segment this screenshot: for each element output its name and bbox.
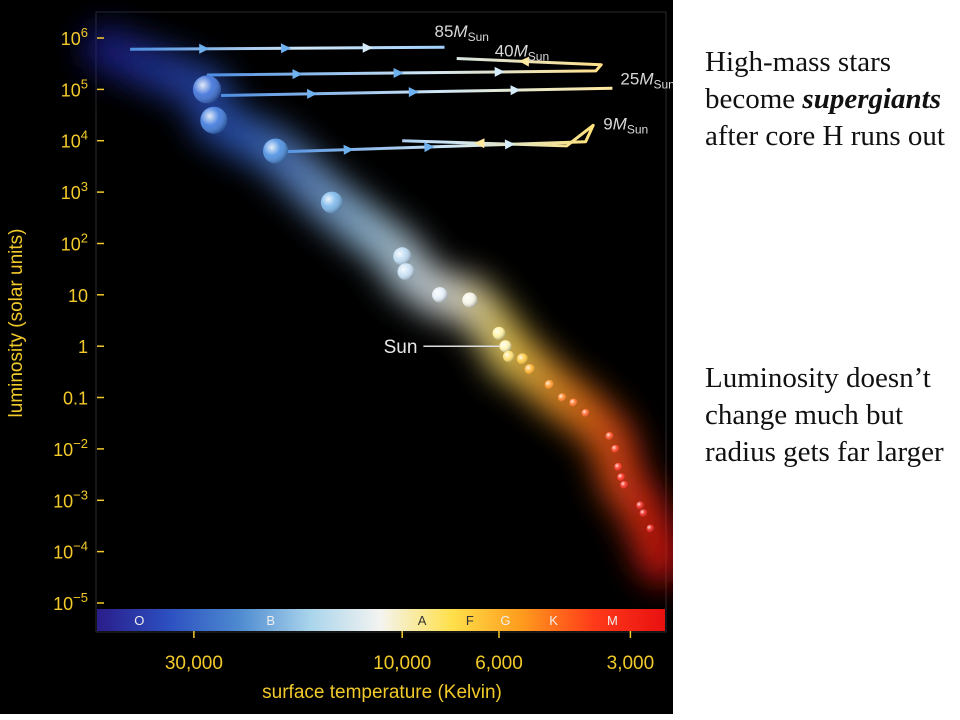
star-marker (620, 480, 629, 489)
track-arrow (343, 144, 354, 155)
track-arrow (424, 142, 435, 153)
sun-label: Sun (384, 337, 418, 358)
track-label-25: 25MSun (620, 69, 673, 91)
x-axis-label: surface temperature (Kelvin) (262, 682, 502, 703)
note-1-end: after core H runs out (705, 120, 945, 152)
y-tick-label: 103 (61, 179, 88, 203)
star-marker (397, 263, 415, 281)
star-marker (614, 462, 623, 471)
x-tick-label: 6,000 (475, 653, 523, 674)
y-tick-label: 10−4 (53, 539, 88, 563)
track-arrow (280, 43, 291, 54)
main-sequence-stars (192, 75, 655, 533)
star-marker (492, 326, 506, 340)
track-arrow (519, 56, 530, 67)
y-tick-label: 10 (68, 286, 88, 306)
spectral-class-b: B (266, 613, 275, 628)
star-marker (639, 509, 648, 518)
star-marker (557, 393, 567, 402)
y-tick-label: 1 (78, 337, 88, 357)
note-luminosity: Luminosity doesn’t change much but radiu… (705, 362, 944, 468)
track-arrow (494, 66, 505, 77)
hr-diagram: Sun 85MSun 40MSun 25MSun 9MSun O B A F G K M 106 1… (6, 11, 674, 703)
track-9-msun (275, 123, 595, 155)
x-tick-label: 10,000 (373, 653, 431, 674)
evolution-tracks (130, 42, 613, 155)
track-label-85: 85MSun (435, 22, 489, 44)
spectral-class-m: M (607, 613, 618, 628)
track-arrow (408, 87, 419, 98)
track-arrow (292, 69, 303, 80)
star-marker (605, 432, 614, 441)
star-marker (503, 350, 515, 363)
hr-diagram-panel: Sun 85MSun 40MSun 25MSun 9MSun O B A F G K M 106 1… (0, 0, 673, 714)
spectral-class-f: F (466, 613, 474, 628)
x-tick-label: 3,000 (607, 653, 655, 674)
spectral-class-g: G (500, 613, 510, 628)
y-tick-label: 10−2 (53, 436, 88, 460)
track-40-msun (206, 56, 603, 80)
star-marker (569, 398, 578, 407)
note-supergiants: High-mass stars become supergiants after… (705, 44, 945, 155)
star-marker (636, 501, 645, 510)
y-tick-label: 0.1 (63, 389, 88, 409)
note-1-emphasis: supergiants (802, 83, 942, 115)
star-marker (432, 287, 448, 303)
y-axis-label: luminosity (solar units) (6, 229, 27, 418)
star-marker (516, 353, 529, 365)
track-arrow (510, 85, 521, 96)
star-marker (320, 191, 343, 214)
track-arrow (474, 138, 485, 149)
star-marker (581, 409, 590, 417)
star-marker (462, 292, 478, 308)
star-marker (611, 444, 620, 453)
spectral-class-o: O (134, 613, 144, 628)
x-axis-ticks: 30,000 10,000 6,000 3,000 (165, 631, 654, 674)
star-marker (499, 340, 512, 353)
spectral-class-k: K (549, 613, 558, 628)
x-tick-label: 30,000 (165, 653, 223, 674)
track-label-9: 9MSun (603, 114, 648, 136)
track-85-msun (130, 42, 445, 54)
star-marker (617, 473, 626, 482)
track-arrow (393, 68, 404, 78)
y-tick-label: 102 (61, 231, 88, 255)
star-marker (263, 138, 288, 164)
plot-area (95, 11, 667, 633)
star-marker (192, 75, 221, 104)
track-25-msun (220, 85, 613, 99)
track-arrow (362, 42, 373, 53)
star-marker (524, 364, 535, 375)
y-tick-label: 106 (61, 25, 88, 49)
y-tick-label: 10−5 (53, 590, 88, 614)
track-label-40: 40MSun (495, 42, 549, 64)
y-tick-label: 104 (61, 128, 88, 152)
note-1-start: High-mass stars become (705, 46, 892, 115)
track-arrow (199, 43, 210, 54)
track-arrow (504, 139, 515, 150)
spectral-class-bar (97, 609, 665, 631)
spectral-class-a: A (418, 613, 427, 628)
star-marker (544, 380, 555, 390)
star-marker (200, 106, 228, 134)
track-labels: 85MSun 40MSun 25MSun 9MSun (435, 22, 674, 136)
y-tick-label: 105 (61, 76, 88, 100)
track-arrow (307, 88, 318, 99)
y-tick-label: 10−3 (53, 487, 88, 511)
star-marker (646, 524, 655, 533)
star-marker (393, 247, 412, 266)
